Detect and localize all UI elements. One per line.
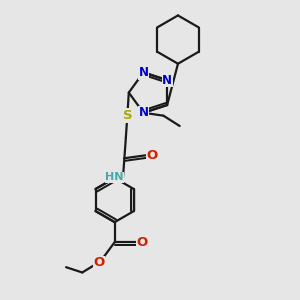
Text: O: O [137, 236, 148, 249]
Text: N: N [138, 66, 148, 79]
Text: O: O [93, 256, 105, 269]
Text: O: O [146, 149, 158, 162]
Text: N: N [162, 74, 172, 87]
Text: N: N [138, 106, 148, 119]
Text: S: S [122, 109, 132, 122]
Text: HN: HN [105, 172, 124, 182]
